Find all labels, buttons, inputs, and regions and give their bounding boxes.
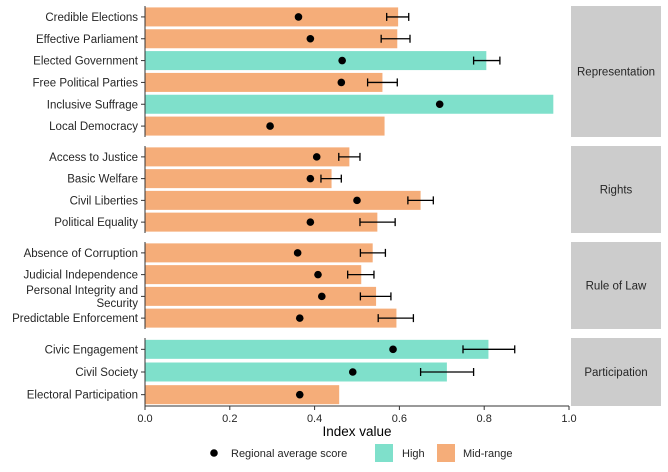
- x-tick-label: 1.0: [561, 413, 576, 425]
- error-bar: [366, 78, 398, 87]
- x-axis-title: Index value: [322, 424, 391, 439]
- error-bar: [472, 56, 501, 65]
- bar: [145, 116, 385, 136]
- bar: [145, 362, 447, 382]
- error-bar: [338, 152, 361, 161]
- average-point: [293, 249, 302, 257]
- legend-point-label: Regional average score: [231, 448, 347, 460]
- x-axis: 0.0 0.2 0.4 0.6 0.8 1.0: [137, 405, 577, 425]
- error-bar: [347, 270, 375, 279]
- y-tick-label: Absence of Corruption: [24, 248, 138, 260]
- average-point: [295, 314, 304, 322]
- bar: [145, 29, 398, 49]
- x-tick-label: 0.6: [392, 413, 407, 425]
- average-point: [295, 390, 304, 399]
- error-bar: [407, 196, 434, 205]
- facet-strip: [571, 338, 661, 406]
- facet-strip-label: Participation: [584, 367, 647, 379]
- panel-participation: Participation Civic Engagement Civil Socie…: [27, 338, 661, 406]
- average-point: [314, 270, 322, 279]
- panels-layer: Representation Credible Elections Effectiv…: [12, 6, 661, 406]
- error-bar: [359, 218, 396, 227]
- average-point: [306, 218, 315, 226]
- average-point: [435, 100, 444, 109]
- x-tick-label: 0.8: [477, 413, 492, 425]
- y-tick-label: Access to Justice: [49, 152, 138, 164]
- facet-strip-label: Rule of Law: [586, 281, 647, 293]
- legend-label: High: [402, 448, 425, 460]
- x-tick-label: 0.4: [307, 413, 322, 425]
- average-point: [338, 56, 346, 65]
- average-point: [294, 13, 303, 21]
- error-bar: [377, 314, 415, 323]
- bar: [145, 7, 399, 27]
- y-tick-label: Inclusive Suffrage: [47, 99, 138, 111]
- y-tick-label: Personal Integrity and Security: [26, 285, 138, 310]
- error-bar: [320, 174, 342, 183]
- y-tick-label: Electoral Participation: [27, 390, 138, 402]
- bar: [145, 147, 350, 167]
- average-point: [306, 174, 315, 183]
- average-point: [389, 345, 397, 354]
- legend: Regional average score High Mid-range: [210, 444, 513, 462]
- y-tick-label: Free Political Parties: [33, 77, 139, 89]
- x-tick-label: 0.2: [222, 413, 237, 425]
- bar: [145, 51, 487, 71]
- y-tick-label: Local Democracy: [49, 121, 138, 133]
- average-point: [318, 292, 326, 301]
- y-tick-label: Judicial Independence: [24, 270, 138, 282]
- facet-strip-label: Rights: [600, 185, 633, 197]
- y-tick-label: Effective Parliament: [36, 34, 139, 46]
- error-bar: [359, 292, 392, 301]
- y-tick-label: Predictable Enforcement: [12, 313, 139, 325]
- y-tick-label: Civic Engagement: [45, 344, 139, 356]
- facet-strip: [571, 242, 661, 329]
- average-point: [306, 34, 315, 43]
- error-bar: [380, 34, 411, 43]
- facet-strip-label: Representation: [577, 67, 655, 79]
- y-tick-label: Political Equality: [54, 217, 138, 229]
- average-point: [337, 78, 346, 87]
- facet-strip: [571, 6, 661, 137]
- panel-representation: Representation Credible Elections Effectiv…: [33, 6, 661, 137]
- y-tick-label: Civil Liberties: [70, 195, 139, 207]
- bar: [145, 72, 383, 92]
- panel-rights: Rights Access to Justice Basic Welfare Civi…: [49, 146, 661, 233]
- legend-point-key: [210, 449, 218, 457]
- bar: [145, 286, 377, 306]
- x-tick-label: 0.0: [137, 413, 152, 425]
- bar: [145, 212, 378, 232]
- facet-strip: [571, 146, 661, 233]
- bar: [145, 385, 340, 405]
- bar: [145, 265, 362, 285]
- average-point: [266, 122, 274, 130]
- y-tick-label: Basic Welfare: [67, 174, 138, 186]
- legend-label: Mid-range: [463, 448, 513, 460]
- legend-key-mid-range: [437, 444, 455, 462]
- average-point: [312, 153, 321, 161]
- y-tick-label: Elected Government: [33, 56, 139, 68]
- bar: [145, 169, 332, 189]
- bar: [145, 190, 421, 210]
- error-bar: [386, 12, 410, 21]
- bar: [145, 308, 397, 328]
- y-tick-label: Credible Elections: [45, 12, 138, 24]
- error-bar: [419, 368, 475, 376]
- bar: [145, 94, 554, 114]
- bar: [145, 243, 373, 263]
- panel-rule-of-law: Rule of Law Absence of Corruption Judicial…: [12, 242, 661, 329]
- average-point: [348, 368, 357, 376]
- error-bar: [462, 345, 516, 354]
- y-tick-label: Civil Society: [75, 367, 138, 379]
- bar: [145, 339, 489, 359]
- average-point: [353, 196, 361, 205]
- legend-key-high: [375, 444, 393, 462]
- error-bar: [359, 248, 387, 257]
